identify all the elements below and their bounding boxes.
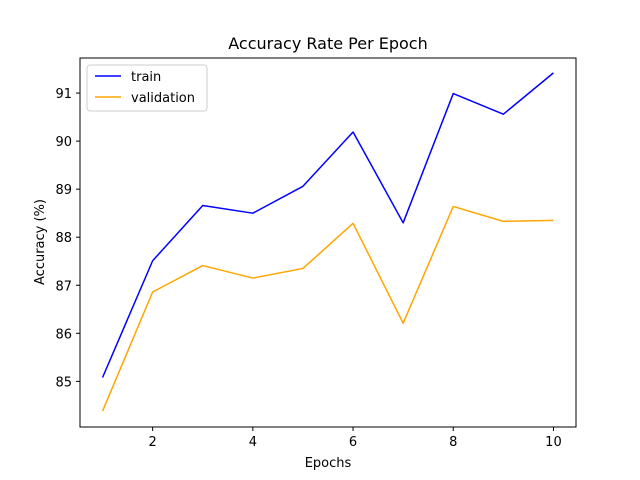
- legend-label-validation: validation: [131, 91, 195, 106]
- series-line-validation: [101, 205, 554, 412]
- y-tick-label: 90: [55, 135, 72, 150]
- x-tick-label: 2: [149, 435, 157, 450]
- legend-label-train: train: [131, 70, 161, 85]
- legend: train validation: [86, 64, 208, 112]
- plot-lines-layer: [101, 72, 554, 412]
- x-tick-label: 6: [349, 435, 357, 450]
- y-axis-label: Accuracy (%): [33, 199, 48, 285]
- x-tick-label: 4: [249, 435, 257, 450]
- y-axis-ticks: 85 86 87 88 89 90 91: [55, 87, 80, 390]
- x-axis-label: Epochs: [305, 456, 352, 471]
- y-tick-label: 89: [55, 183, 72, 198]
- x-tick-label: 10: [545, 435, 562, 450]
- y-tick-label: 87: [55, 279, 72, 294]
- x-tick-label: 8: [449, 435, 457, 450]
- y-tick-label: 88: [55, 231, 72, 246]
- y-tick-label: 86: [55, 327, 72, 342]
- x-axis-ticks: 2 4 6 8 10: [149, 427, 562, 450]
- chart-title: Accuracy Rate Per Epoch: [228, 34, 427, 53]
- plot-frame: [79, 57, 577, 428]
- series-line-train: [101, 72, 554, 378]
- y-tick-label: 85: [55, 375, 72, 390]
- y-tick-label: 91: [55, 87, 72, 102]
